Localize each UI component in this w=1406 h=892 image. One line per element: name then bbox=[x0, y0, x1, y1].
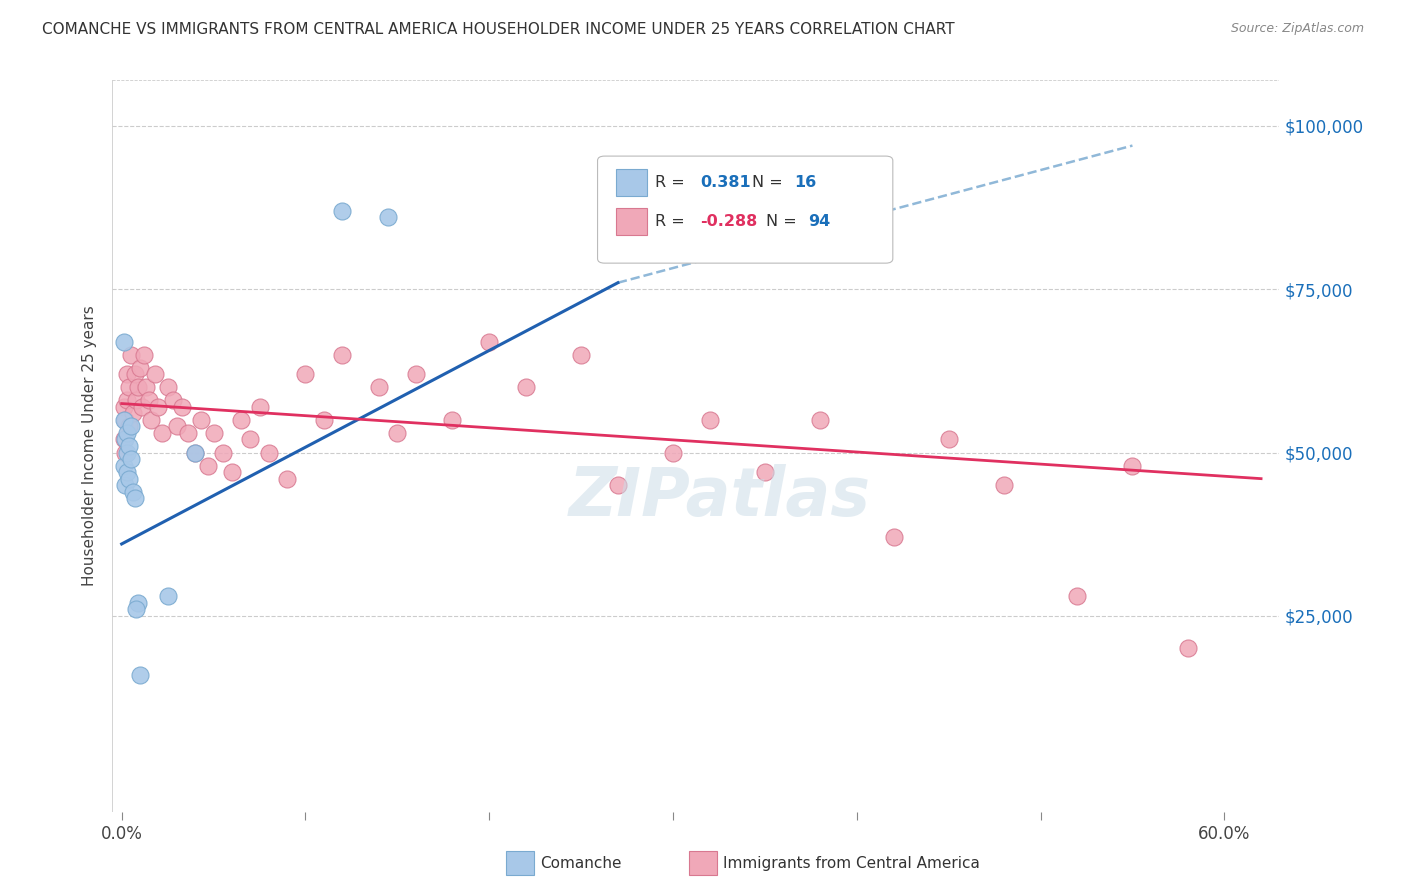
Point bbox=[515, 380, 537, 394]
Point bbox=[1177, 641, 1199, 656]
Point bbox=[190, 413, 212, 427]
Point bbox=[276, 472, 298, 486]
Point bbox=[131, 400, 153, 414]
Point bbox=[606, 478, 628, 492]
Point bbox=[330, 203, 353, 218]
Point bbox=[124, 367, 146, 381]
Point bbox=[143, 367, 166, 381]
Point bbox=[202, 425, 225, 440]
Point bbox=[124, 491, 146, 506]
Point bbox=[120, 347, 142, 362]
Point bbox=[115, 393, 138, 408]
Point bbox=[115, 425, 138, 440]
Point bbox=[184, 445, 207, 459]
Text: ZIPatlas: ZIPatlas bbox=[568, 464, 870, 530]
Point bbox=[172, 400, 194, 414]
Point bbox=[368, 380, 391, 394]
Text: R =: R = bbox=[655, 176, 690, 190]
Point bbox=[121, 406, 143, 420]
Point bbox=[115, 465, 138, 479]
Point bbox=[121, 484, 143, 499]
Point bbox=[249, 400, 271, 414]
Point bbox=[993, 478, 1015, 492]
Point bbox=[114, 478, 136, 492]
Point bbox=[118, 419, 141, 434]
Point bbox=[112, 458, 135, 473]
Point bbox=[478, 334, 501, 349]
Point bbox=[132, 347, 155, 362]
Point bbox=[129, 360, 152, 375]
Point bbox=[156, 589, 179, 603]
Point bbox=[377, 211, 399, 225]
Point bbox=[211, 445, 233, 459]
Point bbox=[139, 413, 162, 427]
Point bbox=[112, 413, 135, 427]
Text: N =: N = bbox=[752, 176, 789, 190]
Point bbox=[112, 433, 135, 447]
Point bbox=[114, 413, 136, 427]
Point bbox=[312, 413, 335, 427]
Text: 16: 16 bbox=[794, 176, 817, 190]
Point bbox=[808, 413, 831, 427]
Y-axis label: Householder Income Under 25 years: Householder Income Under 25 years bbox=[82, 306, 97, 586]
Point bbox=[150, 425, 173, 440]
Point bbox=[938, 433, 960, 447]
Point bbox=[115, 367, 138, 381]
Text: 94: 94 bbox=[808, 214, 831, 228]
Point bbox=[127, 596, 149, 610]
Point bbox=[387, 425, 409, 440]
Point bbox=[166, 419, 188, 434]
Point bbox=[112, 400, 135, 414]
Point bbox=[662, 445, 685, 459]
Point bbox=[115, 445, 138, 459]
Point bbox=[330, 347, 353, 362]
Point bbox=[118, 472, 141, 486]
Text: N =: N = bbox=[766, 214, 803, 228]
Point bbox=[197, 458, 219, 473]
Text: COMANCHE VS IMMIGRANTS FROM CENTRAL AMERICA HOUSEHOLDER INCOME UNDER 25 YEARS CO: COMANCHE VS IMMIGRANTS FROM CENTRAL AMER… bbox=[42, 22, 955, 37]
Text: 0.381: 0.381 bbox=[700, 176, 751, 190]
Point bbox=[405, 367, 427, 381]
Point bbox=[156, 380, 179, 394]
Point bbox=[135, 380, 157, 394]
Text: Source: ZipAtlas.com: Source: ZipAtlas.com bbox=[1230, 22, 1364, 36]
Point bbox=[239, 433, 262, 447]
Point bbox=[120, 419, 142, 434]
Point bbox=[699, 413, 721, 427]
Point bbox=[118, 439, 141, 453]
Point bbox=[125, 602, 148, 616]
Text: Immigrants from Central America: Immigrants from Central America bbox=[723, 856, 980, 871]
Point bbox=[112, 334, 135, 349]
Point bbox=[441, 413, 464, 427]
Point bbox=[162, 393, 184, 408]
Point bbox=[114, 445, 136, 459]
Point bbox=[883, 530, 905, 544]
Point bbox=[1066, 589, 1088, 603]
Point bbox=[125, 393, 148, 408]
Point bbox=[138, 393, 160, 408]
Text: R =: R = bbox=[655, 214, 690, 228]
Point bbox=[118, 380, 141, 394]
Point bbox=[229, 413, 252, 427]
Point bbox=[129, 667, 152, 681]
Point bbox=[114, 433, 136, 447]
Text: Comanche: Comanche bbox=[540, 856, 621, 871]
Point bbox=[148, 400, 170, 414]
Point bbox=[177, 425, 200, 440]
Point bbox=[120, 452, 142, 467]
Point bbox=[754, 465, 776, 479]
Point bbox=[1121, 458, 1143, 473]
Point bbox=[127, 380, 149, 394]
Point bbox=[257, 445, 280, 459]
Point bbox=[221, 465, 243, 479]
Point bbox=[569, 347, 592, 362]
Point bbox=[184, 445, 207, 459]
Text: -0.288: -0.288 bbox=[700, 214, 758, 228]
Point bbox=[294, 367, 316, 381]
